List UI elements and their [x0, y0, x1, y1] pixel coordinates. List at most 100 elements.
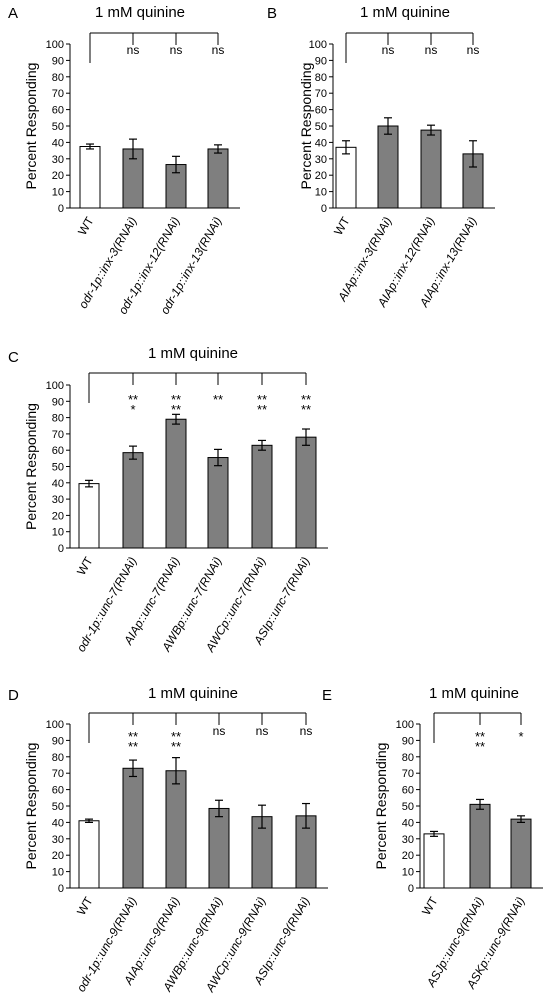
panel-d-letter: D	[8, 687, 19, 704]
panel-e-significance-2-0: *	[518, 729, 523, 744]
panel-d-title: 1 mM quinine	[148, 685, 238, 702]
panel-c-ytick-label-20: 20	[52, 510, 64, 522]
panel-a-title: 1 mM quinine	[95, 4, 185, 21]
panel-e-bar-1	[469, 803, 491, 889]
panel-e-ytick-label-30: 30	[402, 834, 414, 846]
panel-b-ytick-label-70: 70	[315, 88, 327, 100]
panel-b-ytick-label-30: 30	[315, 154, 327, 166]
panel-d-significance-2-1: **	[171, 739, 181, 754]
panel-b-ytick-label-10: 10	[315, 187, 327, 199]
panel-a-ytick-label-80: 80	[52, 72, 64, 84]
panel-b-bar-2	[420, 129, 442, 209]
panel-b-category-label-0: WT	[331, 214, 353, 238]
panel-a-significance-1-0: ns	[127, 43, 140, 57]
panel-e-ytick-label-90: 90	[402, 735, 414, 747]
panel-b-significance-1-0: ns	[382, 43, 395, 57]
panel-c-ytick-label-80: 80	[52, 413, 64, 425]
panel-c-ytick-label-10: 10	[52, 527, 64, 539]
panel-a-category-label-0: WT	[75, 214, 97, 238]
panel-d-significance-1-0: **	[128, 729, 138, 744]
panel-b-ytick-label-90: 90	[315, 55, 327, 67]
panel-d-ytick-label-30: 30	[52, 834, 64, 846]
panel-b-ytick-label-0: 0	[321, 203, 327, 215]
panel-e-ytick-label-0: 0	[408, 883, 414, 895]
panel-d-ytick-label-90: 90	[52, 735, 64, 747]
panel-c-bar-1	[122, 452, 144, 549]
panel-a-ytick-label-30: 30	[52, 154, 64, 166]
panel-d-bar-0	[78, 820, 100, 889]
panel-e-letter: E	[322, 687, 332, 704]
panel-d-significance-1-1: **	[128, 739, 138, 754]
panel-c-ytick-label-40: 40	[52, 478, 64, 490]
panel-c-significance-5-1: **	[301, 402, 311, 417]
panel-d-ytick-label-80: 80	[52, 752, 64, 764]
panel-b-ytick-label-40: 40	[315, 137, 327, 149]
panel-a-ytick-label-100: 100	[46, 39, 64, 51]
panel-c-ytick-label-30: 30	[52, 494, 64, 506]
panel-e-ytick-label-60: 60	[402, 785, 414, 797]
panel-c-title: 1 mM quinine	[148, 345, 238, 362]
panel-e-ytick-label-40: 40	[402, 817, 414, 829]
panel-a-ytick-label-40: 40	[52, 137, 64, 149]
panel-b-letter: B	[267, 5, 277, 22]
panel-d-ytick-label-40: 40	[52, 817, 64, 829]
panel-b-ytick-label-50: 50	[315, 121, 327, 133]
panel-d-significance-3-0: ns	[213, 724, 226, 738]
panel-c-bar-4	[251, 444, 273, 549]
panel-d-category-label-0: WT	[74, 894, 96, 918]
panel-a-ylabel: Percent Responding	[23, 63, 39, 190]
panel-e-significance-1-0: **	[475, 729, 485, 744]
panel-e-ytick-label-20: 20	[402, 850, 414, 862]
panel-b-significance-3-0: ns	[467, 43, 480, 57]
panel-c-ytick-label-60: 60	[52, 445, 64, 457]
panel-b-ytick-label-20: 20	[315, 170, 327, 182]
panel-c-category-label-0: WT	[74, 554, 96, 578]
panel-a-ytick-label-90: 90	[52, 55, 64, 67]
panel-d-ytick-label-100: 100	[46, 719, 64, 731]
panel-a-ytick-label-10: 10	[52, 187, 64, 199]
panel-c-bar-2	[165, 418, 187, 549]
panel-e-ytick-label-100: 100	[396, 719, 414, 731]
panel-b-bar-1	[377, 125, 399, 209]
panel-d-bar-2	[165, 770, 187, 889]
panel-c-ytick-label-90: 90	[52, 396, 64, 408]
panel-e-ytick-label-50: 50	[402, 801, 414, 813]
panel-a-letter: A	[8, 5, 18, 22]
panel-e-ytick-label-70: 70	[402, 768, 414, 780]
panel-a-ytick-label-60: 60	[52, 105, 64, 117]
panel-c-significance-2-0: **	[171, 392, 181, 407]
panel-c-ytick-label-50: 50	[52, 462, 64, 474]
panel-a-ytick-label-70: 70	[52, 88, 64, 100]
panel-e-category-label-0: WT	[419, 894, 441, 918]
panel-d-bar-1	[122, 767, 144, 889]
panel-c-significance-1-1: *	[130, 402, 135, 417]
panel-d-ytick-label-50: 50	[52, 801, 64, 813]
panel-d-significance-5-0: ns	[300, 724, 313, 738]
panel-b-bar-0	[335, 146, 357, 209]
panel-c-significance-2-1: **	[171, 402, 181, 417]
panel-a-significance-2-0: ns	[170, 43, 183, 57]
panel-a-ytick-label-0: 0	[58, 203, 64, 215]
panel-c-significance-4-1: **	[257, 402, 267, 417]
panel-d-ytick-label-0: 0	[58, 883, 64, 895]
panel-b-ytick-label-100: 100	[309, 39, 327, 51]
panel-d-ytick-label-60: 60	[52, 785, 64, 797]
panel-c-ytick-label-100: 100	[46, 380, 64, 392]
panel-e-title: 1 mM quinine	[429, 685, 519, 702]
panel-b-title: 1 mM quinine	[360, 4, 450, 21]
panel-c-significance-1-0: **	[128, 392, 138, 407]
panel-c-ytick-label-0: 0	[58, 543, 64, 555]
panel-a-bar-3	[207, 148, 229, 209]
panel-e-ylabel: Percent Responding	[373, 743, 389, 870]
panel-c-significance-5-0: **	[301, 392, 311, 407]
panel-d-ytick-label-70: 70	[52, 768, 64, 780]
panel-c-significance-4-0: **	[257, 392, 267, 407]
panel-d-bar-3	[208, 807, 230, 889]
panel-b-ytick-label-80: 80	[315, 72, 327, 84]
panel-d-significance-2-0: **	[171, 729, 181, 744]
panel-d-significance-4-0: ns	[256, 724, 269, 738]
panel-d-ylabel: Percent Responding	[23, 743, 39, 870]
panel-c-ylabel: Percent Responding	[23, 403, 39, 530]
panel-c-ytick-label-70: 70	[52, 429, 64, 441]
